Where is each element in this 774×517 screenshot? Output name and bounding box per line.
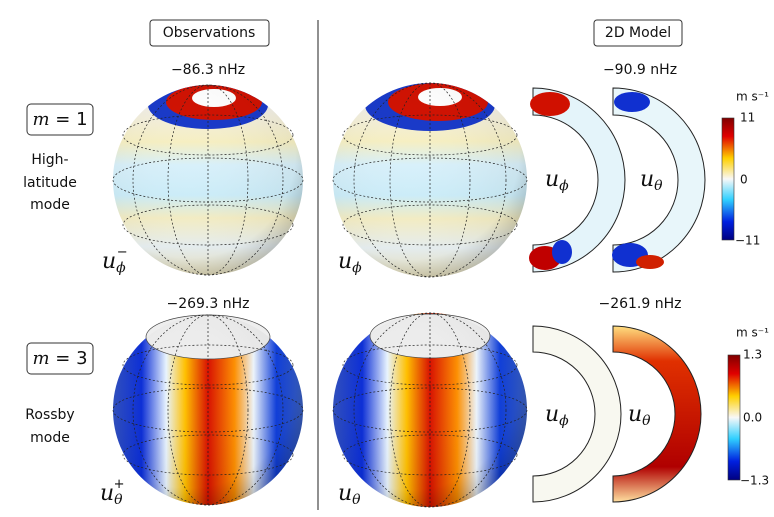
shape xyxy=(113,315,303,505)
frequency: −269.3 nHz xyxy=(166,296,249,312)
label: ϕ xyxy=(559,178,569,194)
sphere xyxy=(112,314,304,506)
label: u xyxy=(640,167,654,192)
description: High- xyxy=(31,152,68,168)
label: u xyxy=(102,249,116,274)
shell xyxy=(612,325,702,503)
shape xyxy=(122,434,294,476)
mode-box xyxy=(26,342,94,375)
shape xyxy=(332,312,528,508)
label: θ xyxy=(352,492,361,508)
label: ϕ xyxy=(116,260,126,276)
shape xyxy=(332,387,528,433)
label: u xyxy=(338,249,352,274)
shape xyxy=(167,84,249,276)
component-label: uθ xyxy=(338,481,361,508)
frequency: −261.9 nHz xyxy=(598,296,681,312)
shape xyxy=(552,240,572,264)
label: u xyxy=(100,481,114,506)
shape xyxy=(122,344,294,386)
colorbar-tick: 11 xyxy=(740,111,755,125)
label: u xyxy=(338,481,352,506)
component-label: uϕ xyxy=(545,167,569,194)
colorbar-tick: 0.0 xyxy=(743,411,762,425)
colorbar-tick: 0 xyxy=(740,173,748,187)
shape xyxy=(122,114,294,156)
component-label: uθ xyxy=(628,402,651,429)
description: Rossby xyxy=(25,407,74,423)
label: u xyxy=(545,167,559,192)
mode-label: m = 3 xyxy=(32,348,87,369)
label: 3 xyxy=(76,348,87,369)
label: ϕ xyxy=(559,413,569,429)
shape xyxy=(614,92,650,112)
label: 1 xyxy=(76,109,87,130)
label: θ xyxy=(642,413,651,429)
frequency: −90.9 nHz xyxy=(603,62,677,78)
frequency: −86.3 nHz xyxy=(171,62,245,78)
shape xyxy=(532,87,626,273)
colorbar-tick: −11 xyxy=(735,234,760,248)
sphere xyxy=(332,82,528,278)
mode-box xyxy=(26,103,94,136)
header: 2D Model xyxy=(605,25,671,41)
component-label: uθ xyxy=(640,167,663,194)
label: m xyxy=(32,109,49,130)
description: mode xyxy=(30,197,70,213)
shell xyxy=(532,325,622,503)
label: ϕ xyxy=(352,260,362,276)
sphere xyxy=(332,312,528,508)
label: = xyxy=(50,109,77,130)
shell xyxy=(612,87,706,273)
header: Observations xyxy=(163,25,256,41)
label: + xyxy=(114,477,125,492)
shape xyxy=(167,314,249,506)
mode-label: m = 1 xyxy=(32,109,87,130)
shape xyxy=(636,255,664,269)
header-box xyxy=(149,19,270,47)
label: m xyxy=(32,348,49,369)
shape xyxy=(332,157,528,203)
label: θ xyxy=(654,178,663,194)
sphere xyxy=(112,84,304,276)
label: = xyxy=(50,348,77,369)
description: latitude xyxy=(23,175,77,191)
shape xyxy=(113,85,303,275)
component-label: uϕ xyxy=(545,402,569,429)
colorbar-unit: m s⁻¹ xyxy=(736,326,769,340)
component-label: uθ+ xyxy=(100,477,125,509)
label: u xyxy=(545,402,559,427)
colorbar xyxy=(721,117,735,241)
description: mode xyxy=(30,430,70,446)
shape xyxy=(112,84,304,276)
colorbar-tick: −1.3 xyxy=(740,474,769,488)
shape xyxy=(112,314,304,506)
label: θ xyxy=(114,492,123,508)
component-label: uϕ xyxy=(338,249,362,276)
shape xyxy=(612,87,706,273)
shape xyxy=(332,82,528,278)
colorbar xyxy=(727,354,741,481)
header-box xyxy=(593,19,683,47)
label: − xyxy=(117,245,128,260)
shape xyxy=(122,204,294,246)
component-label: uϕ− xyxy=(102,245,128,277)
label: u xyxy=(628,402,642,427)
shell xyxy=(529,87,626,273)
colorbar-tick: 1.3 xyxy=(743,348,762,362)
shape xyxy=(530,92,570,116)
colorbar-unit: m s⁻¹ xyxy=(736,90,769,104)
